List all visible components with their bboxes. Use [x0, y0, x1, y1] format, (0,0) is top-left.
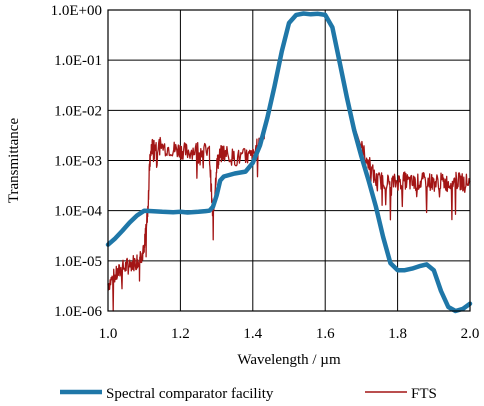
legend-label-fts: FTS	[411, 386, 437, 402]
x-tick-label: 2.0	[461, 326, 480, 342]
y-tick-label: 1.0E-03	[54, 154, 102, 170]
legend: Spectral comparator facility FTS	[60, 386, 437, 402]
legend-label-spectral-comparator: Spectral comparator facility	[106, 386, 274, 402]
plot-frame	[107, 9, 471, 312]
x-tick-label: 1.0	[99, 326, 118, 342]
x-tick-label: 1.2	[171, 326, 190, 342]
x-tick-label: 1.6	[316, 326, 335, 342]
y-tick-label: 1.0E-05	[54, 254, 102, 270]
x-axis-ticks: 1.0 1.2 1.4 1.6 1.8 2.0	[99, 326, 480, 342]
x-axis-title: Wavelength / µm	[237, 352, 341, 368]
y-tick-label: 1.0E+00	[51, 3, 102, 19]
y-tick-label: 1.0E-04	[54, 204, 102, 220]
x-tick-label: 1.4	[243, 326, 262, 342]
y-axis-ticks: 1.0E+00 1.0E-01 1.0E-02 1.0E-03 1.0E-04 1.0E-…	[51, 3, 103, 320]
x-tick-label: 1.8	[388, 326, 407, 342]
series-layer	[105, 11, 473, 314]
y-tick-label: 1.0E-01	[54, 53, 102, 69]
series-line-spectral-comparator	[105, 11, 473, 314]
y-tick-label: 1.0E-06	[54, 304, 102, 320]
y-axis-title: Transmittance	[6, 118, 22, 204]
y-tick-label: 1.0E-02	[54, 103, 102, 119]
